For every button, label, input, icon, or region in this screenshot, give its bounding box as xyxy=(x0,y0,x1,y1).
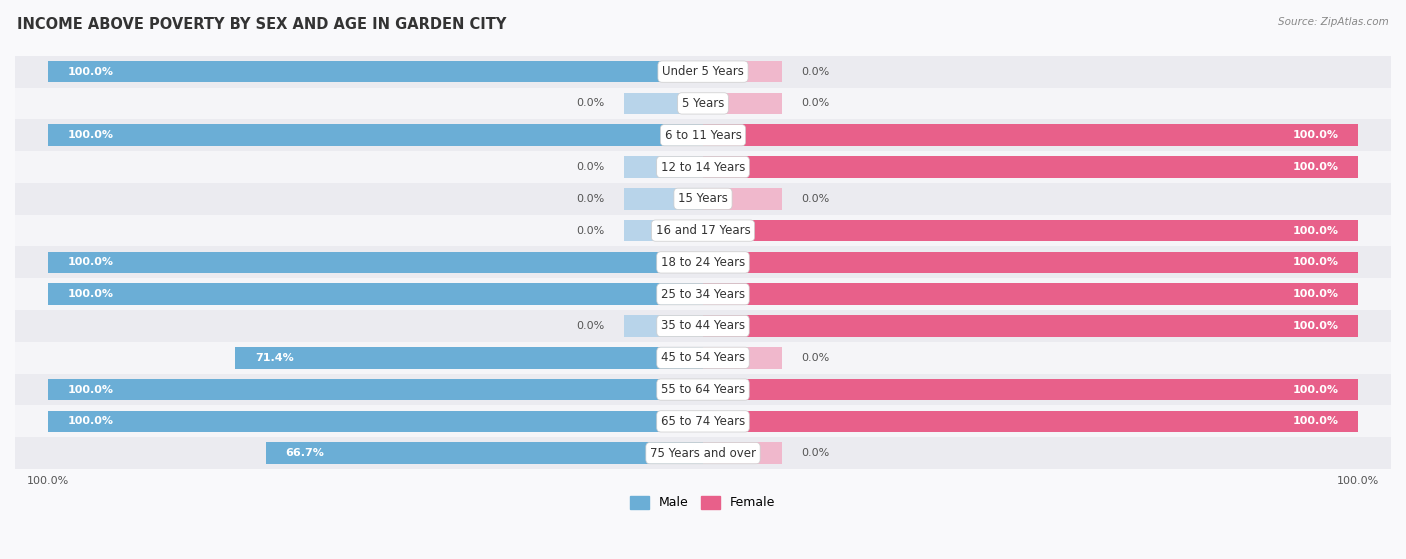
Bar xyxy=(48,61,703,82)
Text: 0.0%: 0.0% xyxy=(801,448,830,458)
Bar xyxy=(703,315,1358,337)
Bar xyxy=(15,373,1391,405)
Bar xyxy=(703,442,782,464)
Bar xyxy=(15,183,1391,215)
Bar xyxy=(703,93,782,114)
Text: 18 to 24 Years: 18 to 24 Years xyxy=(661,256,745,269)
Text: 100.0%: 100.0% xyxy=(1292,289,1339,299)
Bar xyxy=(703,156,1358,178)
Bar xyxy=(15,151,1391,183)
Bar xyxy=(266,442,703,464)
Bar xyxy=(624,315,703,337)
Bar xyxy=(703,61,782,82)
Bar xyxy=(15,215,1391,247)
Text: 0.0%: 0.0% xyxy=(801,67,830,77)
Bar xyxy=(624,156,703,178)
Bar xyxy=(624,220,703,241)
Bar xyxy=(15,56,1391,88)
Text: 0.0%: 0.0% xyxy=(576,226,605,235)
Bar xyxy=(15,310,1391,342)
Text: 0.0%: 0.0% xyxy=(576,194,605,204)
Text: 6 to 11 Years: 6 to 11 Years xyxy=(665,129,741,142)
Text: 45 to 54 Years: 45 to 54 Years xyxy=(661,351,745,364)
Bar xyxy=(48,252,703,273)
Text: 100.0%: 100.0% xyxy=(1292,162,1339,172)
Bar xyxy=(703,125,1358,146)
Text: 100.0%: 100.0% xyxy=(67,130,114,140)
Text: 100.0%: 100.0% xyxy=(1292,226,1339,235)
Text: Source: ZipAtlas.com: Source: ZipAtlas.com xyxy=(1278,17,1389,27)
Bar xyxy=(703,410,1358,432)
Text: 100.0%: 100.0% xyxy=(1292,385,1339,395)
Bar xyxy=(703,283,1358,305)
Text: 66.7%: 66.7% xyxy=(285,448,325,458)
Bar xyxy=(15,278,1391,310)
Text: 25 to 34 Years: 25 to 34 Years xyxy=(661,288,745,301)
Bar xyxy=(703,220,1358,241)
Legend: Male, Female: Male, Female xyxy=(626,491,780,514)
Text: 15 Years: 15 Years xyxy=(678,192,728,205)
Bar xyxy=(15,119,1391,151)
Bar xyxy=(624,93,703,114)
Text: 100.0%: 100.0% xyxy=(1292,321,1339,331)
Text: 0.0%: 0.0% xyxy=(576,162,605,172)
Text: 5 Years: 5 Years xyxy=(682,97,724,110)
Bar xyxy=(48,379,703,400)
Bar xyxy=(624,188,703,210)
Text: 100.0%: 100.0% xyxy=(67,416,114,427)
Bar xyxy=(15,88,1391,119)
Bar xyxy=(48,410,703,432)
Bar xyxy=(15,405,1391,437)
Text: 0.0%: 0.0% xyxy=(801,353,830,363)
Text: 100.0%: 100.0% xyxy=(67,257,114,267)
Text: 100.0%: 100.0% xyxy=(1292,257,1339,267)
Text: 75 Years and over: 75 Years and over xyxy=(650,447,756,459)
Bar xyxy=(703,347,782,368)
Text: 71.4%: 71.4% xyxy=(254,353,294,363)
Text: 65 to 74 Years: 65 to 74 Years xyxy=(661,415,745,428)
Bar xyxy=(235,347,703,368)
Text: 100.0%: 100.0% xyxy=(67,67,114,77)
Bar xyxy=(703,379,1358,400)
Bar xyxy=(15,437,1391,469)
Text: 35 to 44 Years: 35 to 44 Years xyxy=(661,320,745,333)
Text: 12 to 14 Years: 12 to 14 Years xyxy=(661,160,745,173)
Bar xyxy=(48,283,703,305)
Text: 100.0%: 100.0% xyxy=(67,289,114,299)
Bar xyxy=(15,247,1391,278)
Text: 0.0%: 0.0% xyxy=(801,194,830,204)
Text: 0.0%: 0.0% xyxy=(801,98,830,108)
Text: 100.0%: 100.0% xyxy=(1292,130,1339,140)
Bar xyxy=(703,252,1358,273)
Bar xyxy=(48,125,703,146)
Text: 16 and 17 Years: 16 and 17 Years xyxy=(655,224,751,237)
Text: Under 5 Years: Under 5 Years xyxy=(662,65,744,78)
Bar xyxy=(15,342,1391,373)
Text: INCOME ABOVE POVERTY BY SEX AND AGE IN GARDEN CITY: INCOME ABOVE POVERTY BY SEX AND AGE IN G… xyxy=(17,17,506,32)
Text: 100.0%: 100.0% xyxy=(1292,416,1339,427)
Text: 0.0%: 0.0% xyxy=(576,321,605,331)
Bar xyxy=(703,188,782,210)
Text: 0.0%: 0.0% xyxy=(576,98,605,108)
Text: 55 to 64 Years: 55 to 64 Years xyxy=(661,383,745,396)
Text: 100.0%: 100.0% xyxy=(67,385,114,395)
